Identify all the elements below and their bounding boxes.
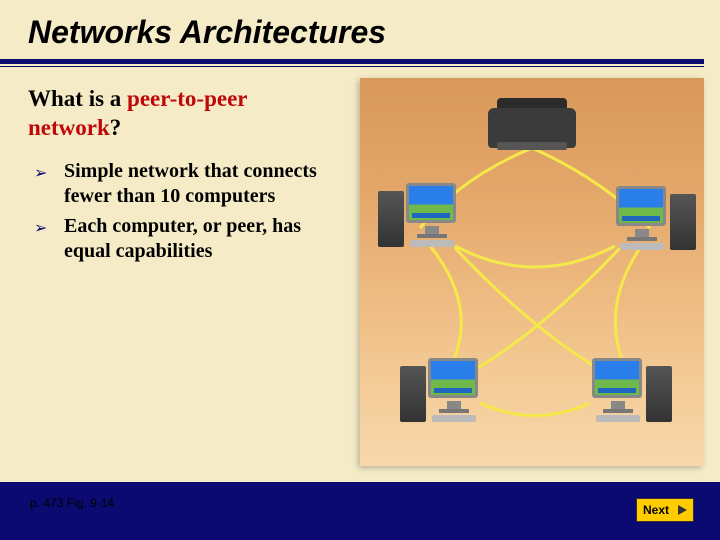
footer-bar bbox=[0, 482, 720, 540]
arrow-bullet-icon: ➢ bbox=[34, 159, 64, 210]
title-rule-thick bbox=[0, 59, 704, 64]
text-column: What is a peer-to-peer network? ➢ Simple… bbox=[28, 85, 338, 269]
subheading: What is a peer-to-peer network? bbox=[28, 85, 338, 143]
list-item: ➢ Each computer, or peer, has equal capa… bbox=[34, 214, 338, 265]
subhead-prefix: What is a bbox=[28, 86, 127, 111]
printer-icon bbox=[484, 98, 580, 154]
arrow-bullet-icon: ➢ bbox=[34, 214, 64, 265]
slide-title: Networks Architectures bbox=[0, 0, 720, 59]
subhead-suffix: ? bbox=[110, 115, 122, 140]
bullet-text: Each computer, or peer, has equal capabi… bbox=[64, 214, 338, 265]
list-item: ➢ Simple network that connects fewer tha… bbox=[34, 159, 338, 210]
bullet-text: Simple network that connects fewer than … bbox=[64, 159, 338, 210]
network-illustration bbox=[360, 78, 704, 466]
bullet-list: ➢ Simple network that connects fewer tha… bbox=[28, 159, 338, 265]
next-button[interactable]: Next bbox=[636, 498, 694, 522]
page-reference: p. 473 Fig. 9-14 bbox=[30, 496, 114, 510]
